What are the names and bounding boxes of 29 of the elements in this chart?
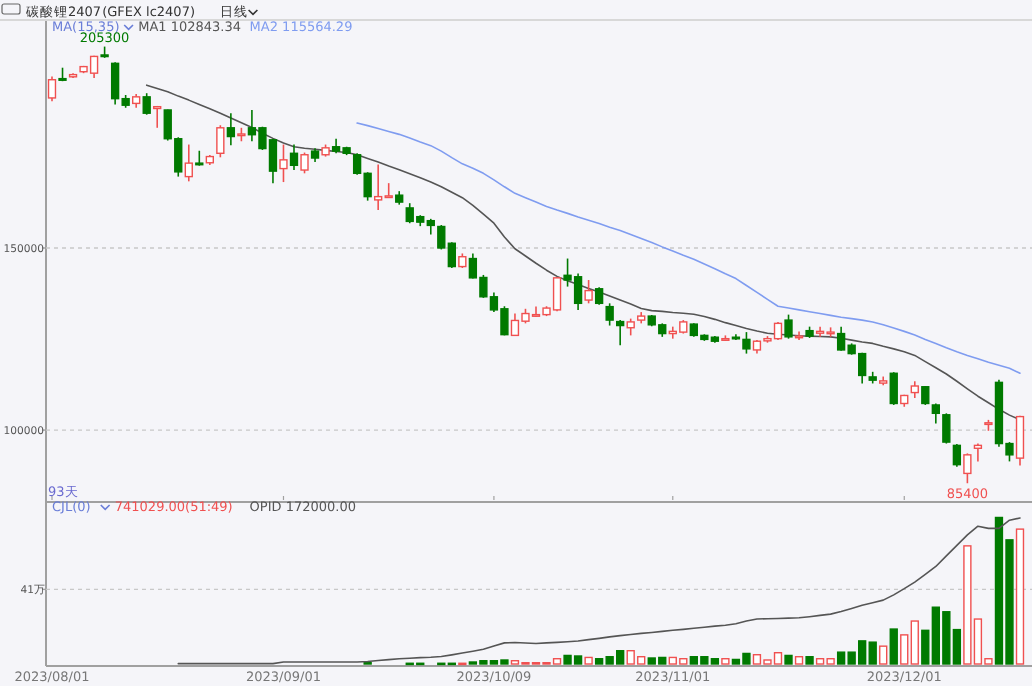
candlestick xyxy=(931,402,940,425)
candlestick xyxy=(216,124,225,159)
bar xyxy=(889,628,898,665)
candlestick xyxy=(963,452,972,485)
bar xyxy=(879,645,888,665)
candlestick xyxy=(1015,415,1025,467)
bar xyxy=(1015,528,1025,665)
candlestick xyxy=(47,75,57,103)
candlestick xyxy=(952,443,962,468)
bar xyxy=(794,656,804,665)
bar xyxy=(805,656,814,665)
candlestick xyxy=(226,112,236,147)
candlestick xyxy=(605,302,614,327)
candlestick xyxy=(279,143,288,183)
candlestick xyxy=(973,442,983,463)
bar xyxy=(784,654,793,665)
candlestick xyxy=(921,385,930,406)
line-series xyxy=(356,122,1021,375)
bar xyxy=(584,656,593,665)
candlestick xyxy=(142,92,151,116)
bar xyxy=(721,658,730,665)
candlestick xyxy=(289,143,299,171)
candlestick xyxy=(942,412,951,445)
candlestick xyxy=(584,279,593,305)
candlestick xyxy=(300,151,309,175)
candlestick xyxy=(616,319,625,347)
candlestick xyxy=(184,143,193,183)
candlestick xyxy=(889,371,898,406)
candlestick xyxy=(784,313,793,340)
